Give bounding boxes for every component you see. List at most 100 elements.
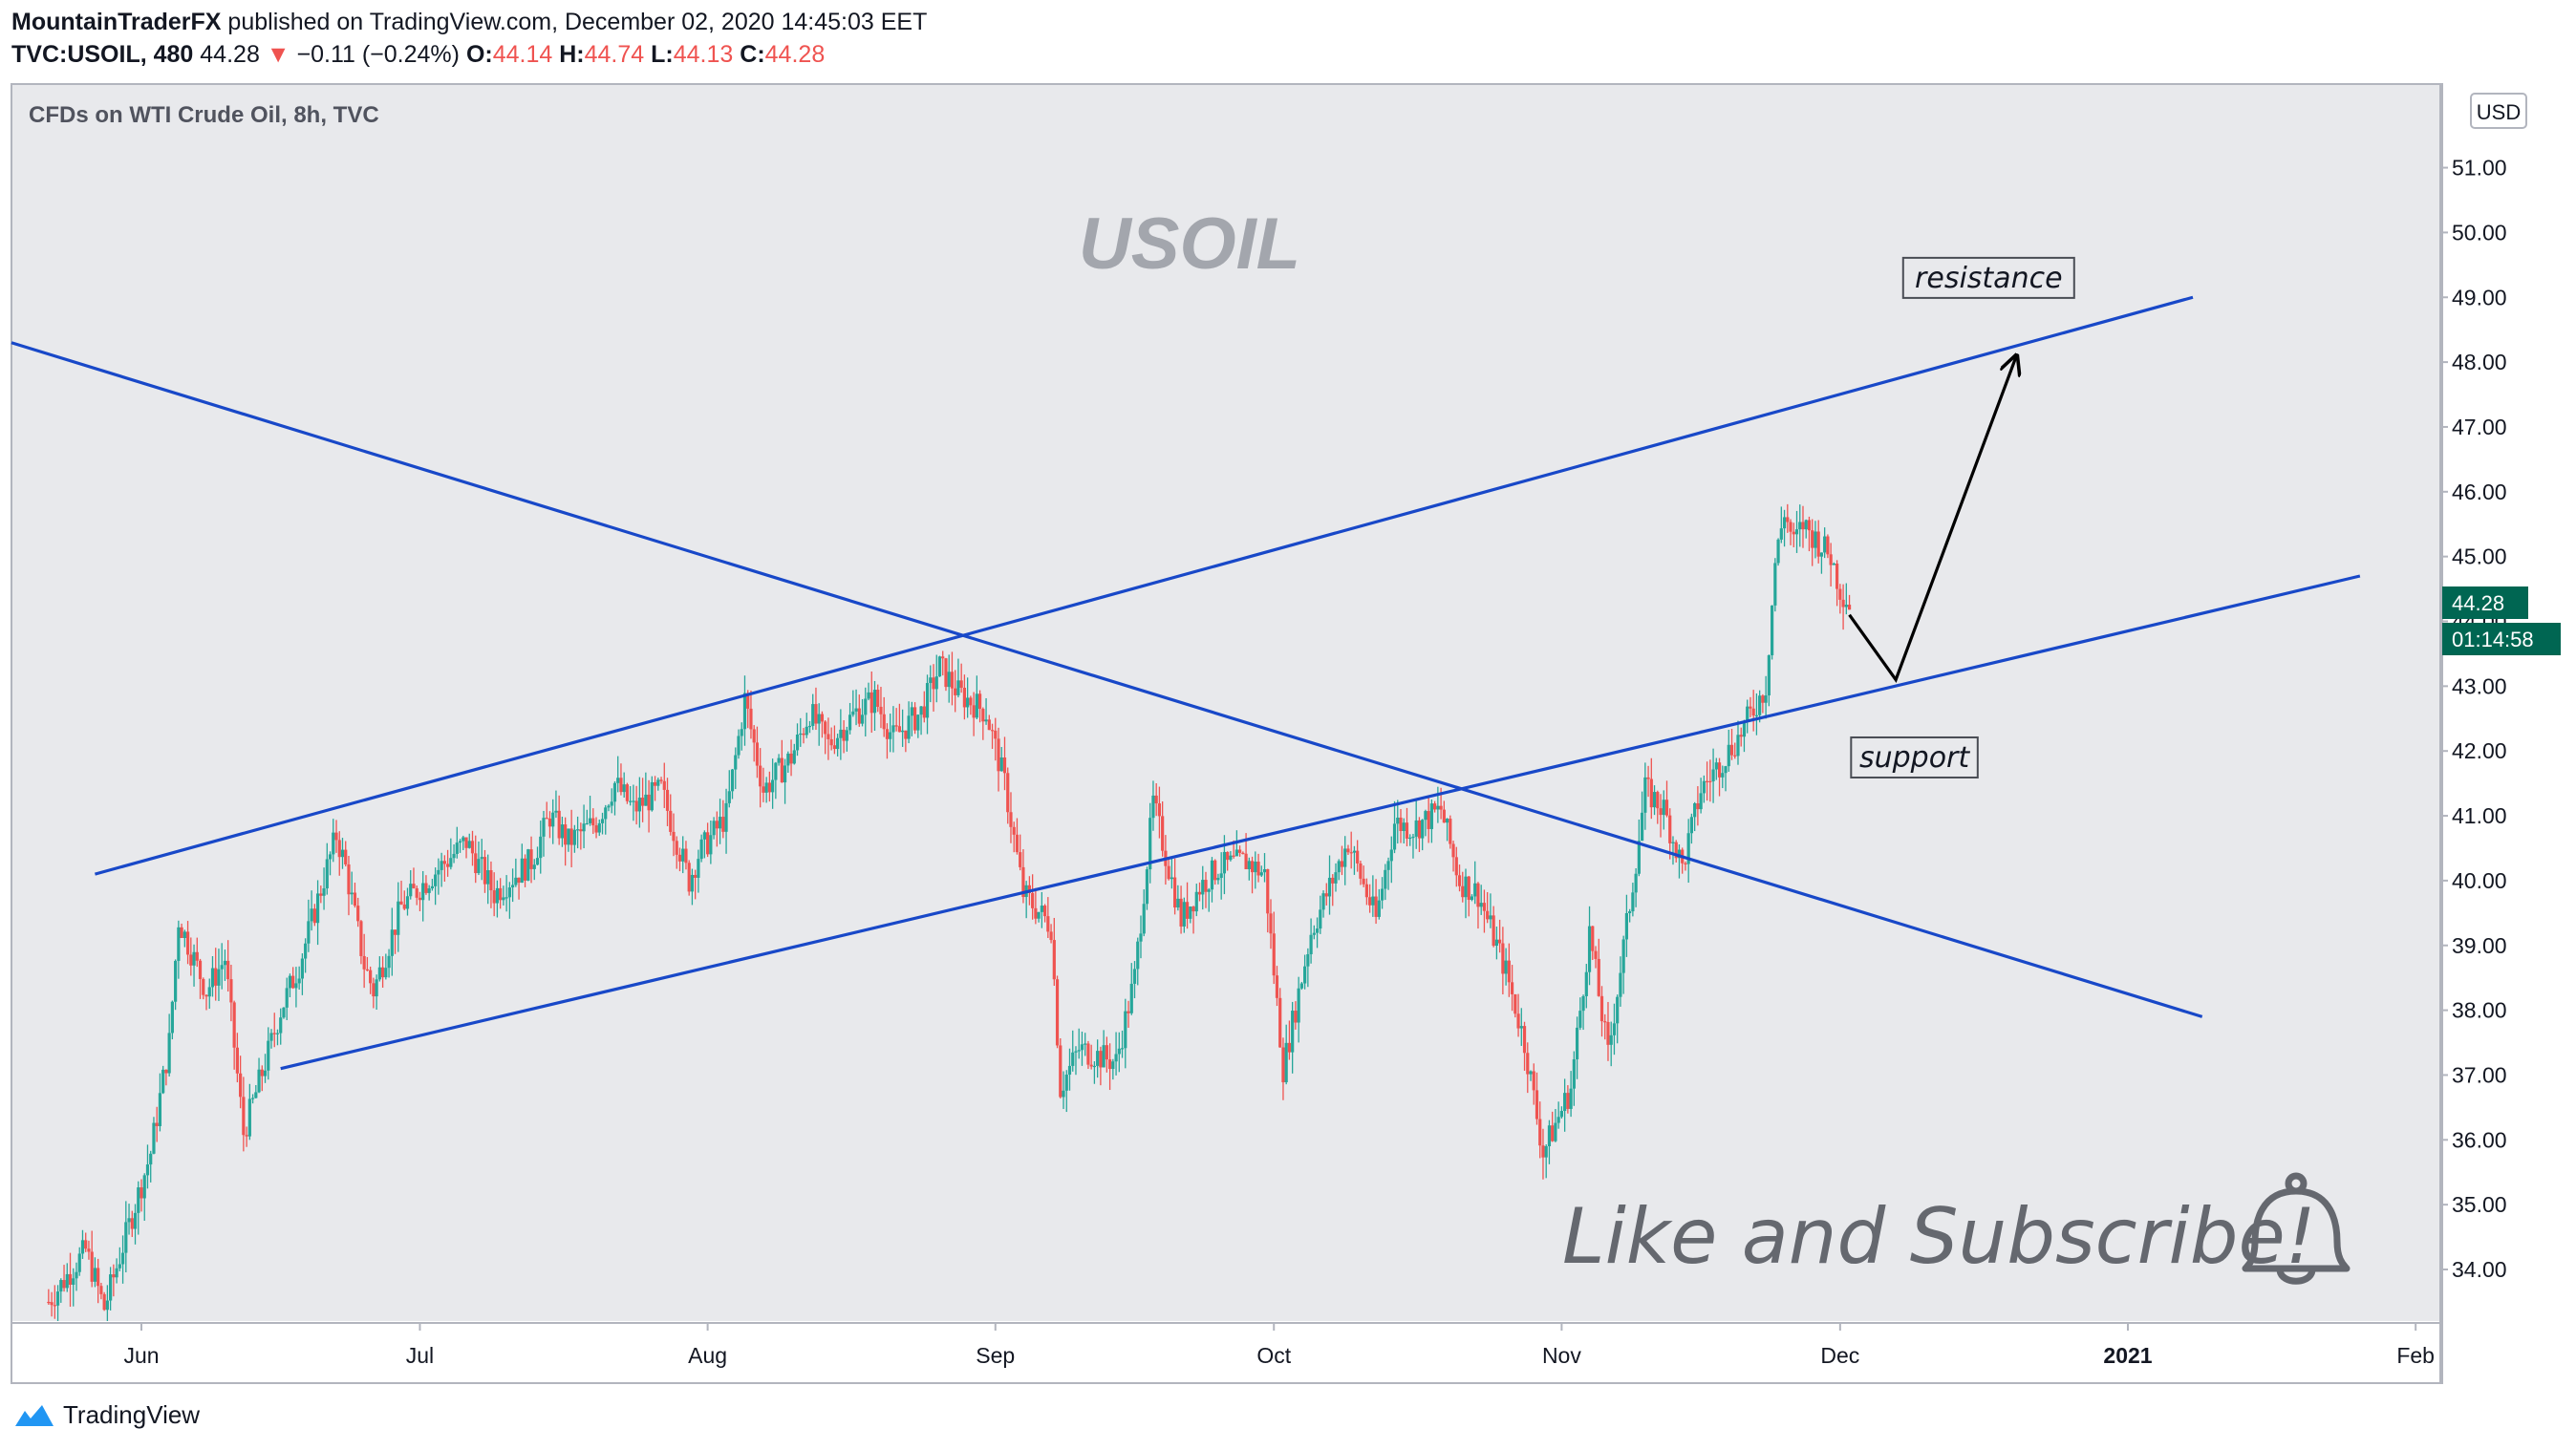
annotation-label[interactable]: resistance <box>1901 256 2075 299</box>
candle <box>1547 1119 1552 1164</box>
candle <box>742 675 747 746</box>
trendline[interactable] <box>95 295 2194 876</box>
candle <box>805 713 808 738</box>
time-tick-label: Jul <box>406 1343 434 1368</box>
candle <box>1498 919 1502 953</box>
candle <box>792 743 796 765</box>
candle <box>462 835 465 851</box>
candle <box>397 882 400 952</box>
candle <box>1086 1040 1090 1069</box>
candle <box>799 717 803 747</box>
high-value: 44.74 <box>584 41 645 68</box>
candle <box>529 836 533 884</box>
candle <box>1303 954 1307 990</box>
down-arrow-icon: ▼ <box>266 41 290 68</box>
currency-badge[interactable]: USD <box>2470 93 2527 129</box>
candle <box>393 929 397 954</box>
author-name[interactable]: MountainTraderFX <box>11 9 222 35</box>
candle <box>502 885 505 906</box>
candle <box>102 1291 106 1311</box>
candle <box>1284 1024 1288 1085</box>
candle <box>869 672 873 734</box>
candle <box>1294 1001 1298 1030</box>
candle <box>217 949 221 1001</box>
candle <box>681 836 685 874</box>
candle <box>247 1083 251 1141</box>
time-axis[interactable]: Jun Jul Aug Sep Oct Nov Dec 2021 Feb <box>123 1323 2435 1368</box>
price-tick-label: 35.00 <box>2452 1192 2507 1217</box>
candle <box>669 794 673 836</box>
candle <box>285 977 289 1020</box>
candle <box>1767 654 1771 707</box>
candle <box>1327 855 1332 915</box>
trendline[interactable] <box>11 341 2203 1018</box>
candle <box>1059 1038 1063 1098</box>
candle <box>1832 562 1835 565</box>
candle <box>124 1201 128 1273</box>
annotation-label[interactable]: support <box>1850 736 1979 778</box>
candle <box>752 725 756 762</box>
last-price-tag: 44.28 01:14:58 <box>2442 586 2561 655</box>
candle <box>1185 882 1190 929</box>
candle <box>1649 757 1653 820</box>
candle <box>177 920 181 979</box>
candle <box>1664 780 1669 818</box>
candle <box>1659 794 1663 838</box>
candle <box>1569 1071 1573 1118</box>
candle <box>1696 786 1700 826</box>
time-tick-label: Oct <box>1256 1343 1291 1368</box>
candle <box>755 726 760 778</box>
candle <box>390 907 394 976</box>
trendline[interactable] <box>280 574 2361 1071</box>
candle <box>759 748 762 808</box>
time-tick-label: Sep <box>976 1343 1015 1368</box>
candle <box>1216 873 1220 885</box>
candle <box>1619 956 1622 1007</box>
candle <box>1315 917 1320 949</box>
candle <box>1814 521 1817 559</box>
candle <box>267 1027 270 1080</box>
candle <box>1519 1008 1523 1046</box>
candle <box>1427 797 1430 843</box>
candle <box>65 1263 69 1292</box>
candle <box>279 1008 283 1045</box>
candle <box>990 723 995 750</box>
candle <box>180 923 183 939</box>
candle <box>975 675 978 719</box>
candle <box>629 786 633 806</box>
candle <box>434 867 438 906</box>
projection-arrow[interactable] <box>1848 355 2017 683</box>
candle <box>783 758 787 804</box>
candle <box>455 826 459 859</box>
price-tick-label: 51.00 <box>2452 156 2507 181</box>
candle <box>777 754 781 766</box>
price-axis[interactable]: 34.00 35.00 36.00 37.00 38.00 39.00 40.00 41.00… <box>2440 156 2507 1282</box>
candle <box>235 1033 239 1083</box>
price-tick-label: 46.00 <box>2452 480 2507 504</box>
candle <box>1794 510 1799 553</box>
candle <box>1377 888 1381 920</box>
candle <box>1662 790 1665 830</box>
candle <box>1179 885 1183 934</box>
candle <box>517 877 521 900</box>
candle <box>839 709 843 760</box>
candle <box>384 953 388 980</box>
candle <box>297 966 301 991</box>
candle <box>322 867 326 910</box>
candle <box>1386 857 1390 890</box>
candle <box>1581 994 1585 1031</box>
candle <box>659 777 663 784</box>
candle <box>551 799 555 844</box>
candle <box>207 978 211 1010</box>
price-tick-label: 45.00 <box>2452 544 2507 569</box>
candle <box>402 890 406 910</box>
candle <box>934 654 938 703</box>
candle <box>288 973 292 998</box>
candle <box>947 654 951 703</box>
candle <box>650 776 654 812</box>
candle <box>727 770 731 808</box>
candle <box>1040 891 1043 928</box>
candle <box>1170 857 1173 889</box>
tradingview-brand[interactable]: TradingView <box>63 1400 201 1429</box>
